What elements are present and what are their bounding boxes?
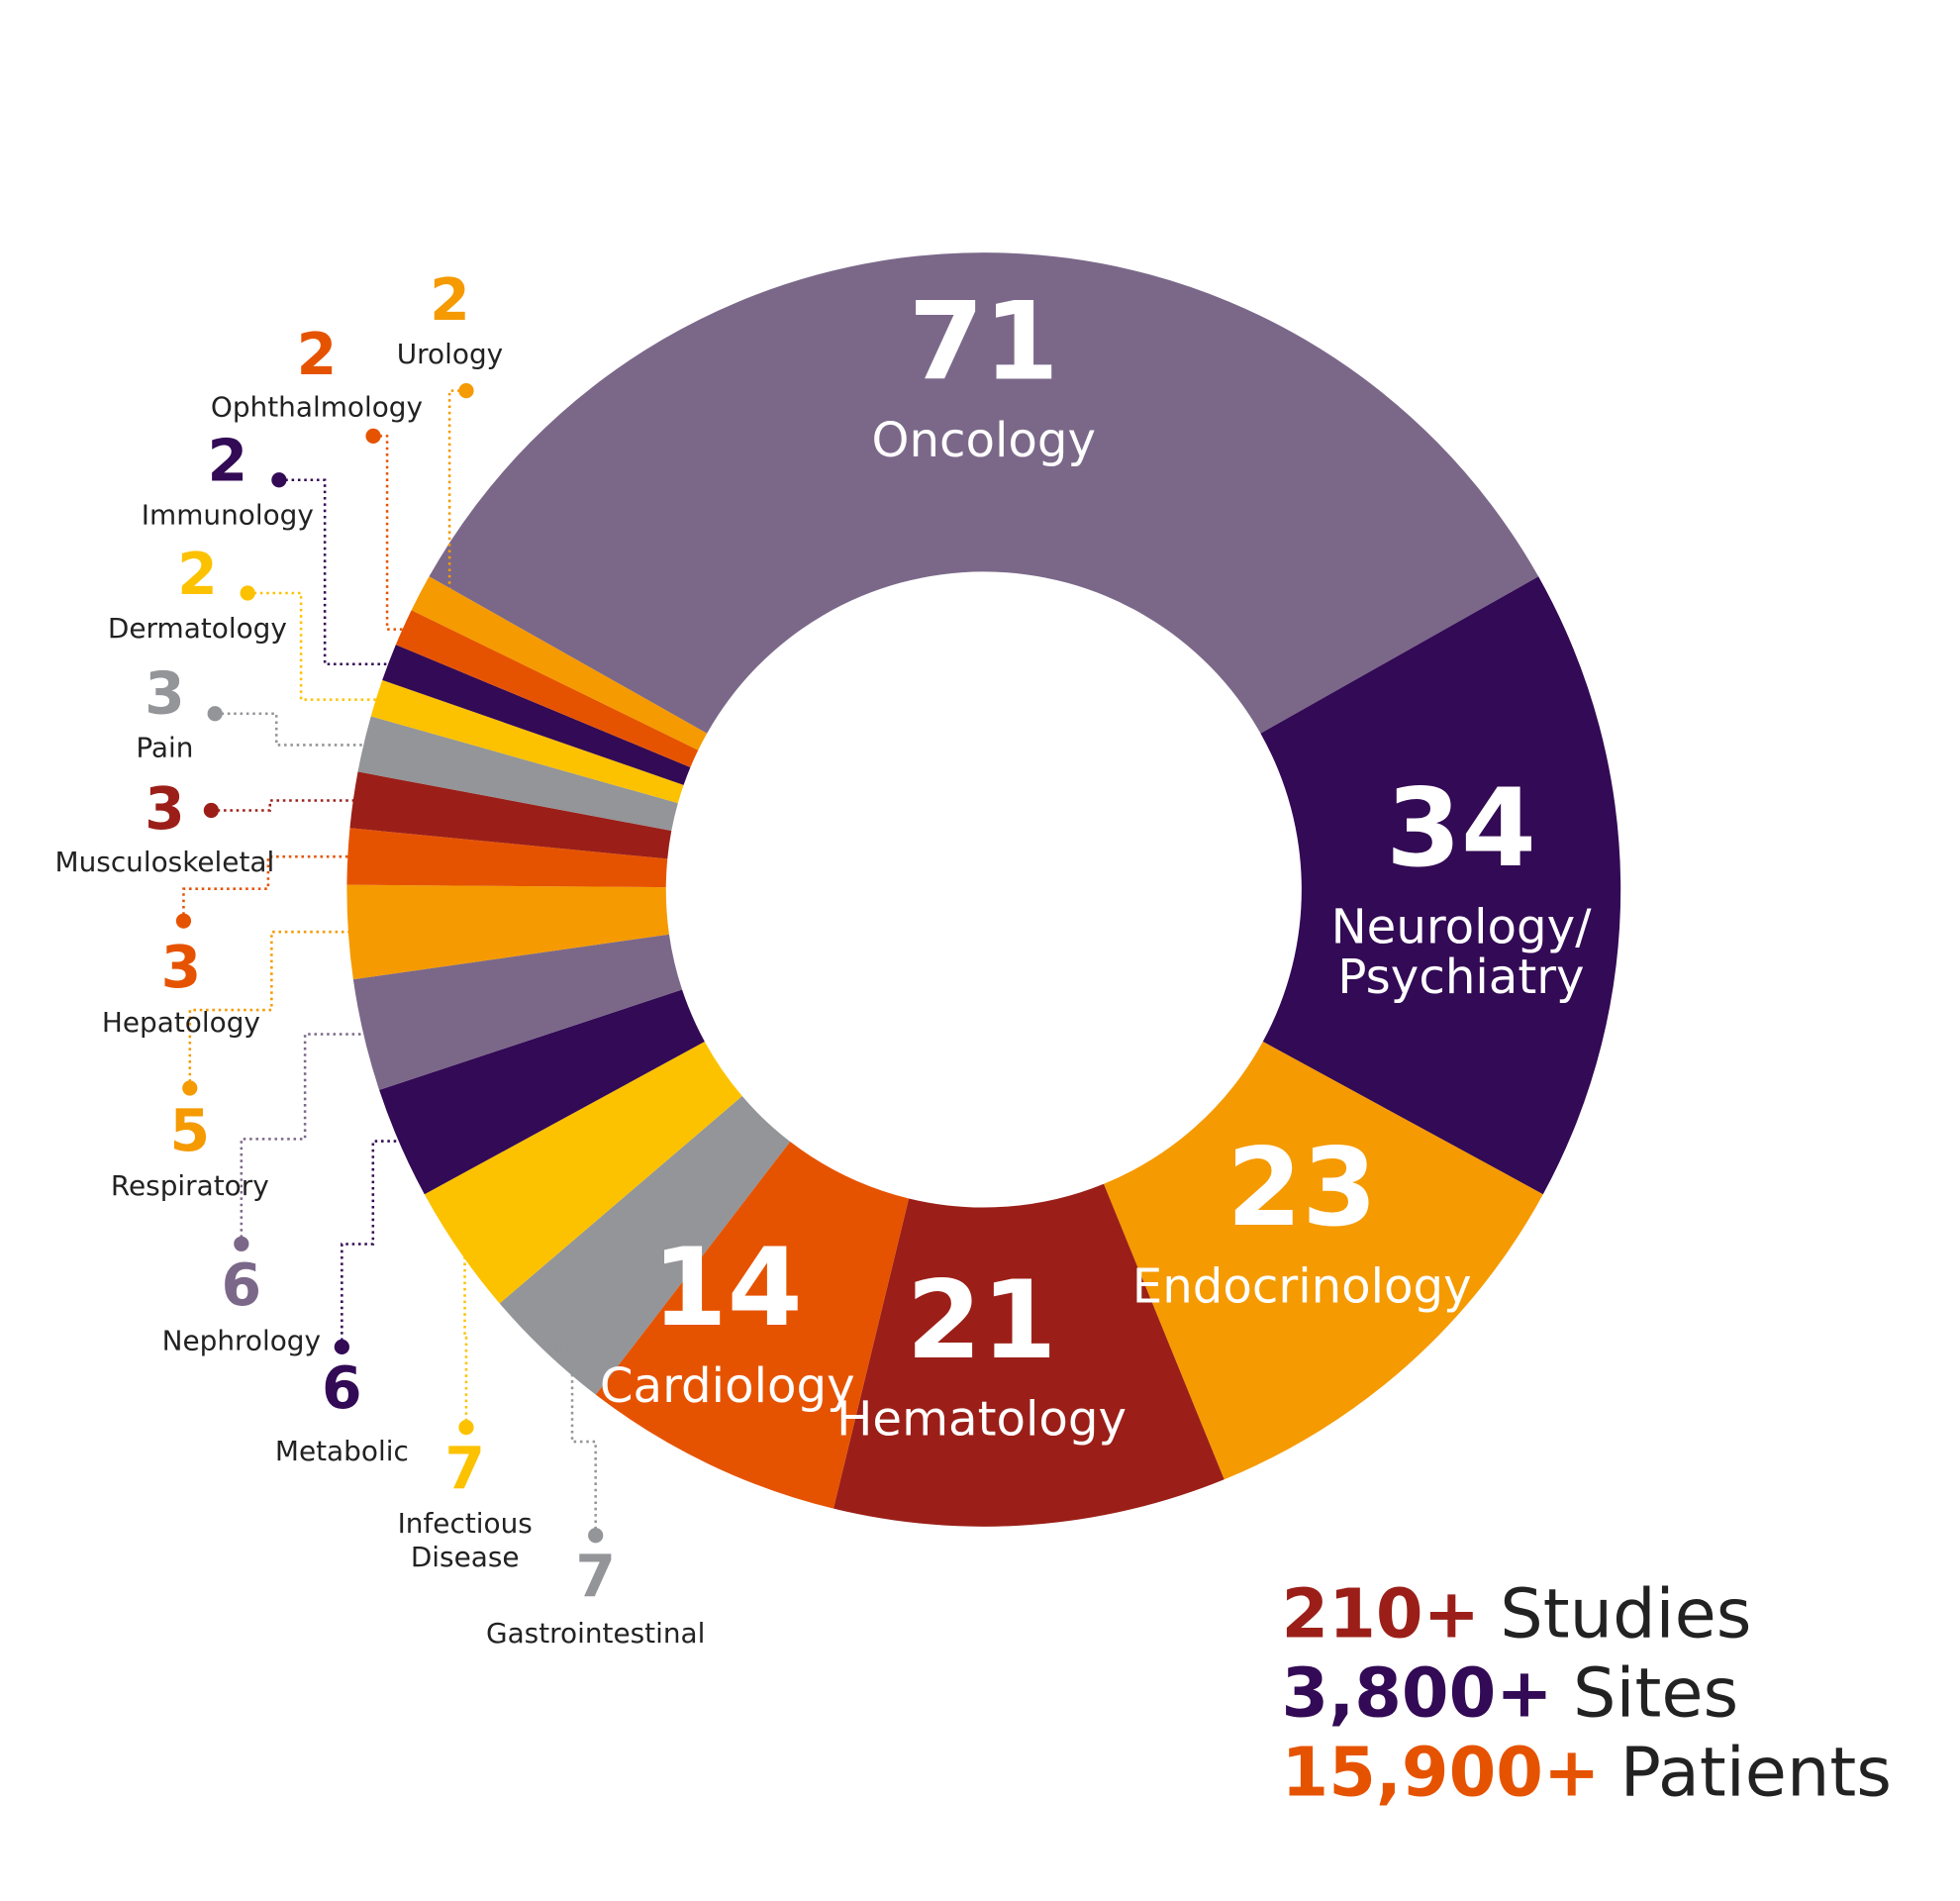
leader-dot [271, 472, 287, 488]
leader-line [240, 1033, 369, 1245]
leader-dot [240, 585, 255, 601]
category-label: Pain [136, 731, 193, 763]
value-label: 7 [575, 1544, 616, 1611]
category-label: Dermatology [108, 612, 287, 645]
value-label: 21 [907, 1257, 1057, 1383]
value-label: 2 [430, 266, 470, 334]
donut-segment [411, 576, 708, 750]
donut-segment [1260, 576, 1621, 1195]
category-label: Musculoskeletal [55, 846, 275, 878]
value-label: 23 [1226, 1125, 1377, 1251]
value-label: 71 [909, 279, 1059, 405]
donut-segment [595, 1142, 910, 1509]
leader-line [211, 799, 358, 812]
category-label: Gastrointestinal [486, 1617, 705, 1650]
stat-label: Studies [1500, 1575, 1751, 1654]
donut-segment [429, 252, 1539, 734]
leader-line [278, 478, 394, 666]
leader-line [247, 591, 382, 701]
value-label: 34 [1386, 765, 1536, 891]
value-label: 3 [145, 659, 185, 727]
category-label: Nephrology [162, 1324, 321, 1356]
leader-line [341, 1140, 405, 1348]
stat-label: Patients [1620, 1733, 1892, 1812]
donut-segment [357, 716, 678, 832]
category-label: Immunology [142, 499, 314, 532]
donut-segment [379, 989, 705, 1195]
value-label: 2 [297, 321, 338, 388]
value-label: 6 [222, 1251, 262, 1319]
category-label: Oncology [872, 413, 1097, 468]
leader-dot [182, 1080, 198, 1096]
value-label: 14 [652, 1225, 803, 1351]
leader-dot [458, 383, 474, 399]
donut-segment [352, 934, 683, 1090]
leader-dot [175, 913, 192, 929]
stat-value: 210+ [1282, 1575, 1480, 1654]
leader-line [424, 389, 466, 597]
donut-segment [382, 645, 691, 785]
stat-line: 3,800+ Sites [1282, 1653, 1739, 1733]
stat-label: Sites [1573, 1653, 1738, 1733]
leader-dot [203, 802, 219, 819]
category-label: Urology [397, 338, 503, 370]
category-label: Ophthalmology [211, 390, 423, 423]
stat-value: 15,900+ [1282, 1733, 1601, 1812]
value-label: 2 [177, 541, 218, 608]
donut-segment [395, 610, 699, 768]
value-label: 3 [145, 775, 185, 843]
category-label: Neurology/Psychiatry [1331, 899, 1593, 1005]
donut-segment [1104, 1042, 1543, 1480]
donut-segment [833, 1183, 1225, 1527]
donut-segment [346, 884, 669, 980]
leader-dot [207, 706, 223, 722]
leader-line [182, 854, 353, 922]
value-label: 3 [161, 934, 202, 1001]
category-label: Respiratory [111, 1169, 269, 1202]
leader-dot [458, 1419, 474, 1436]
leader-dot [334, 1339, 349, 1354]
category-label: Cardiology [600, 1358, 855, 1414]
leader-line [373, 435, 409, 631]
leader-line [463, 1247, 468, 1428]
category-label: Metabolic [275, 1435, 409, 1467]
stat-line: 15,900+ Patients [1282, 1733, 1892, 1812]
value-label: 5 [169, 1097, 210, 1164]
leader-dot [365, 428, 381, 444]
donut-segment [349, 771, 672, 859]
stat-value: 3,800+ [1282, 1653, 1553, 1733]
donut-segment [424, 1042, 742, 1304]
donut-segment [370, 679, 684, 804]
donut-segment [499, 1096, 791, 1395]
value-label: 7 [444, 1435, 485, 1502]
leader-line [188, 930, 353, 1088]
category-label: Hematology [836, 1391, 1127, 1447]
value-label: 2 [208, 428, 248, 495]
category-label: Hepatology [102, 1006, 260, 1039]
category-label: Endocrinology [1132, 1258, 1472, 1314]
leader-dot [588, 1528, 604, 1544]
stat-line: 210+ Studies [1282, 1575, 1752, 1654]
value-label: 6 [322, 1354, 362, 1422]
donut-segment [346, 828, 668, 888]
leader-dot [234, 1236, 249, 1251]
category-label: Infectious Disease [398, 1507, 533, 1573]
leader-line [215, 712, 369, 747]
